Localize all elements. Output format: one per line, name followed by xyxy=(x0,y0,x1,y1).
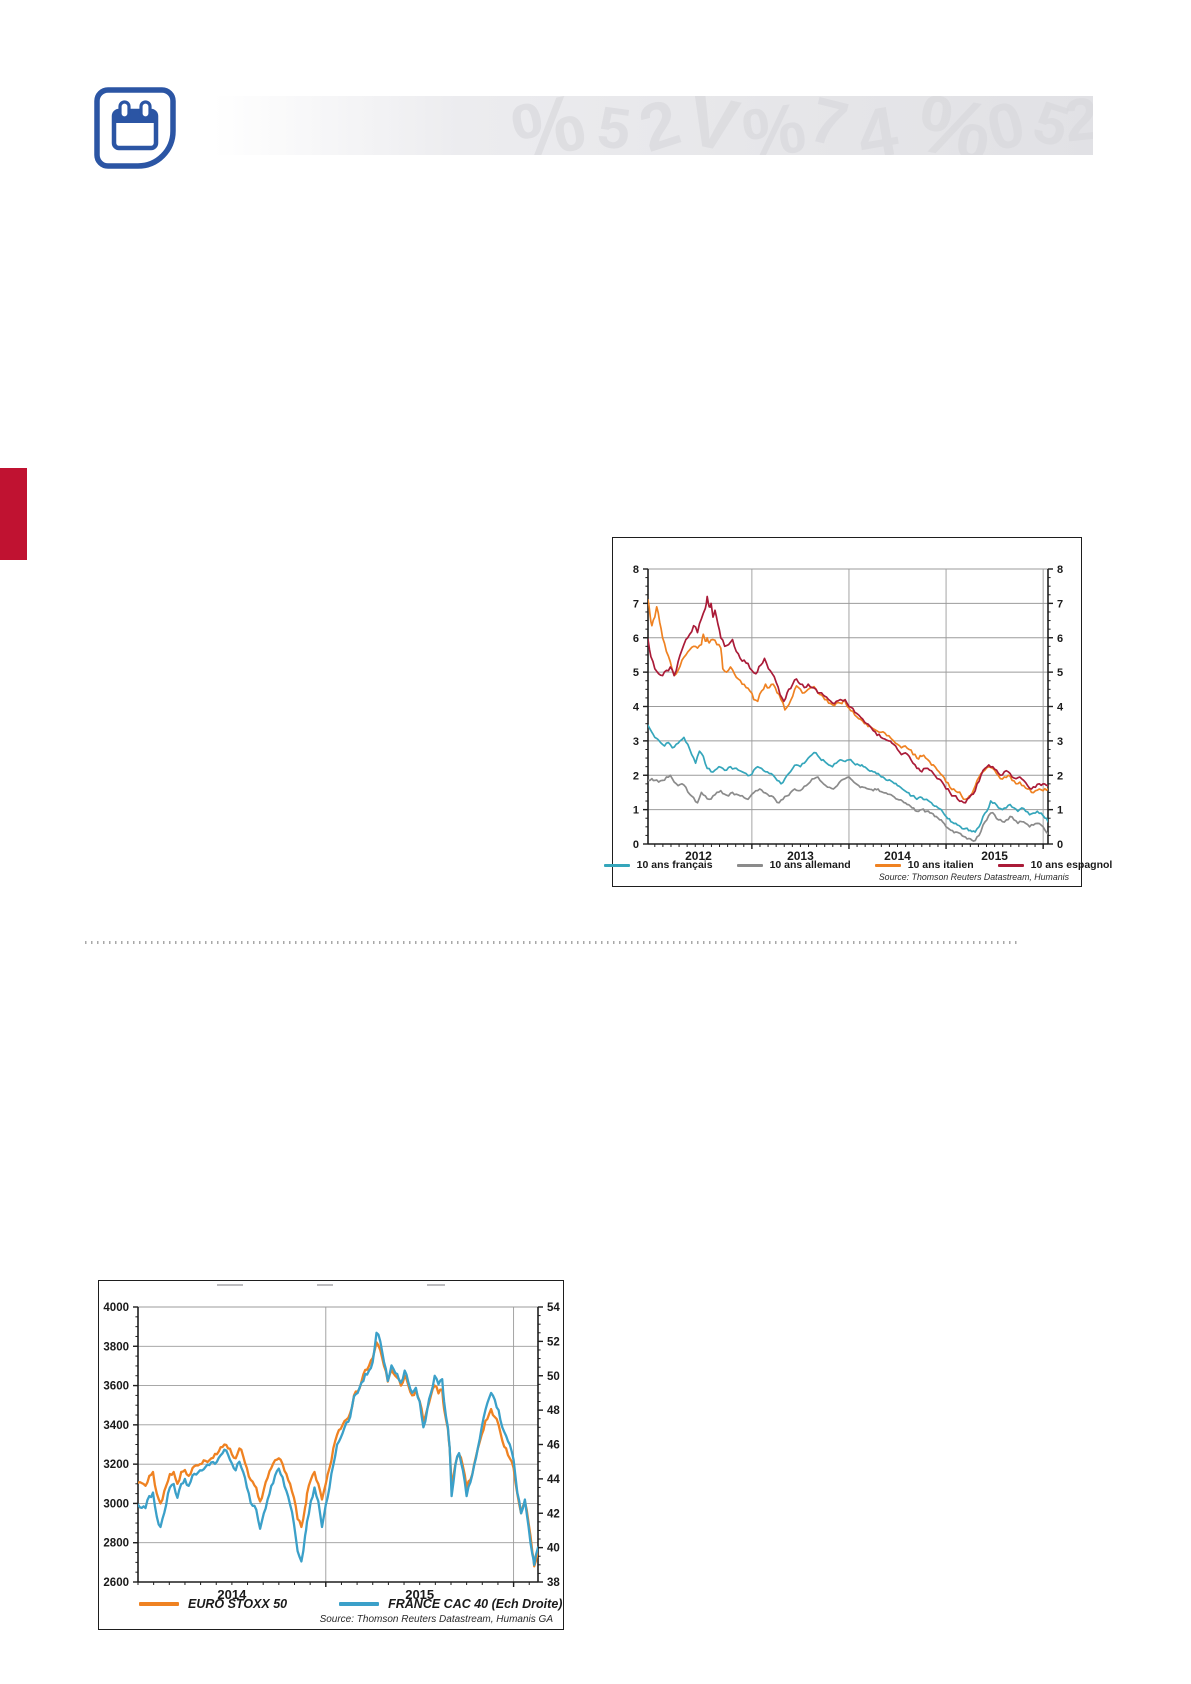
clipped-title-fragment xyxy=(217,1284,243,1286)
legend-label: FRANCE CAC 40 (Ech Droite) xyxy=(388,1597,563,1611)
series-line-france-cac-40-ech-droite- xyxy=(138,1331,538,1566)
legend-label: 10 ans allemand xyxy=(769,859,851,871)
equity-indices-plot: 2600 2800 3000 3200 3400 3600 3800 4000 3800 4000… xyxy=(103,1302,560,1602)
clipped-title-fragment xyxy=(317,1284,333,1286)
y-tick-label-left: 4000 xyxy=(103,1302,129,1314)
y-tick-label-right: 4 xyxy=(1057,702,1064,714)
watermark-glyph: 4 xyxy=(851,96,904,155)
bond-yields-source: Source: Thomson Reuters Datastream, Huma… xyxy=(878,872,1069,882)
y-tick-label-right: 7 xyxy=(1057,598,1063,610)
watermark-glyph: V xyxy=(680,96,746,155)
calendar-icon-svg xyxy=(94,87,176,169)
y-tick-label-left: 4 xyxy=(633,702,640,714)
y-tick-label-right: 4000 xyxy=(547,1543,560,1555)
legend-item: 10 ans italien xyxy=(874,859,974,871)
y-tick-label-left: 6 xyxy=(633,633,639,645)
y-tick-label-right: 6 xyxy=(1057,633,1063,645)
legend-label: 10 ans français xyxy=(636,859,713,871)
watermark-glyph: 2 xyxy=(1061,96,1093,155)
y-tick-label-left: 8 xyxy=(633,564,639,576)
equity-indices-legend: EURO STOXX 50 FRANCE CAC 40 (Ech Droite) xyxy=(139,1597,562,1611)
legend-item: FRANCE CAC 40 (Ech Droite) xyxy=(339,1597,562,1611)
y-tick-label-left: 5 xyxy=(633,667,639,679)
y-tick-label-left: 2800 xyxy=(103,1538,129,1550)
legend-label: 10 ans italien xyxy=(907,859,974,871)
bond-yields-plot: 0 1 2 3 4 5 6 7 8 0 1 2 3 4 5 6 7 8 2012 2013 2014 2015 xyxy=(633,564,1064,863)
watermark-glyph: 5 xyxy=(593,96,635,155)
y-tick-label-left: 3200 xyxy=(103,1459,129,1471)
watermark-glyph: % xyxy=(504,96,593,155)
y-tick-label-left: 7 xyxy=(633,598,639,610)
y-tick-label-left: 3800 xyxy=(103,1341,129,1353)
legend-item: 10 ans français xyxy=(603,859,713,871)
legend-swatch xyxy=(997,863,1024,867)
y-tick-label-right: 2 xyxy=(1057,770,1063,782)
y-tick-label-right: 1 xyxy=(1057,805,1063,817)
series-line-10-ans-italien xyxy=(648,599,1048,801)
y-tick-label-left: 3000 xyxy=(103,1498,129,1510)
equity-indices-chart: 2600 2800 3000 3200 3400 3600 3800 4000 3800 4000… xyxy=(98,1280,564,1630)
x-year-label: 2014 xyxy=(884,849,911,863)
bond-yields-chart: 0 1 2 3 4 5 6 7 8 0 1 2 3 4 5 6 7 8 2012 2013 2014 2015 10 an… xyxy=(603,537,1112,887)
y-tick-label-right: 4800 xyxy=(547,1405,560,1417)
x-year-label: 2013 xyxy=(787,849,814,863)
legend-label: EURO STOXX 50 xyxy=(188,1597,288,1611)
y-tick-label-right: 4600 xyxy=(547,1440,560,1452)
x-year-label: 2015 xyxy=(405,1587,434,1602)
watermark-glyph: % xyxy=(737,96,811,155)
calendar-icon xyxy=(94,87,176,169)
clipped-title-fragment xyxy=(427,1284,445,1286)
legend-item: 10 ans allemand xyxy=(736,859,851,871)
series-line-10-ans-espagnol xyxy=(648,595,1048,804)
y-tick-label-right: 5400 xyxy=(547,1302,560,1314)
y-tick-label-right: 4400 xyxy=(547,1474,560,1486)
equity-indices-source: Source: Thomson Reuters Datastream, Huma… xyxy=(319,1614,553,1625)
left-accent-bar xyxy=(0,468,27,560)
y-tick-label-left: 2 xyxy=(633,770,639,782)
legend-item: EURO STOXX 50 xyxy=(139,1597,287,1611)
dotted-separator xyxy=(85,941,1020,944)
series-line-10-ans-fran-ais xyxy=(648,724,1048,833)
legend-swatch xyxy=(339,1602,380,1606)
y-tick-label-right: 5200 xyxy=(547,1336,560,1348)
y-tick-label-right: 3 xyxy=(1057,736,1063,748)
y-tick-label-right: 0 xyxy=(1057,839,1063,851)
series-line-10-ans-allemand xyxy=(648,774,1048,842)
watermark-glyph: 2 xyxy=(630,96,689,155)
bond-yields-legend: 10 ans français 10 ans allemand 10 ans ita… xyxy=(603,859,1112,871)
legend-swatch xyxy=(874,863,901,867)
y-tick-label-right: 8 xyxy=(1057,564,1063,576)
y-tick-label-left: 2600 xyxy=(103,1577,129,1589)
x-year-label: 2014 xyxy=(217,1587,247,1602)
legend-swatch xyxy=(736,863,763,867)
watermark-glyph: 7 xyxy=(802,96,855,155)
y-tick-label-right: 5 xyxy=(1057,667,1063,679)
y-tick-label-left: 3 xyxy=(633,736,639,748)
y-tick-label-left: 0 xyxy=(633,839,639,851)
y-tick-label-left: 3400 xyxy=(103,1420,129,1432)
legend-swatch xyxy=(139,1602,179,1606)
y-tick-label-left: 1 xyxy=(633,805,639,817)
x-year-label: 2015 xyxy=(981,849,1008,863)
y-tick-label-right: 4200 xyxy=(547,1508,560,1520)
legend-item: 10 ans espagnol xyxy=(997,859,1113,871)
header-banner: % 5 2 V% 7 4% 0 5 2 xyxy=(213,96,1093,155)
y-tick-label-right: 5000 xyxy=(547,1371,560,1383)
x-year-label: 2012 xyxy=(685,849,712,863)
series-line-euro-stoxx-50 xyxy=(138,1341,538,1568)
y-tick-label-left: 3600 xyxy=(103,1381,129,1393)
legend-label: 10 ans espagnol xyxy=(1030,859,1113,871)
y-tick-label-right: 3800 xyxy=(547,1577,560,1589)
legend-swatch xyxy=(603,863,630,867)
